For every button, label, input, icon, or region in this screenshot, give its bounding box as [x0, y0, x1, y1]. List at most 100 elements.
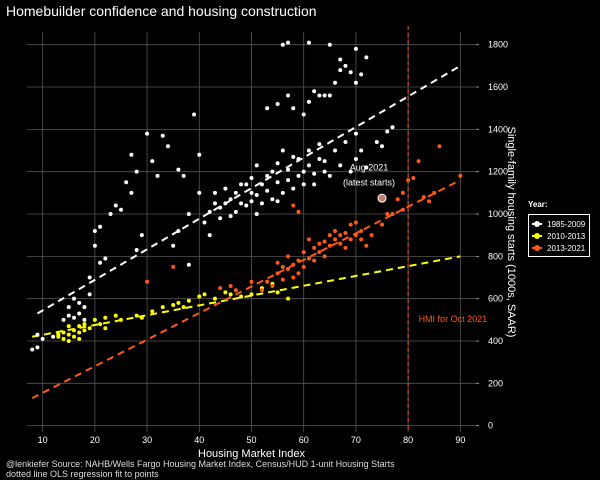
data-point: [155, 173, 160, 178]
data-point: [134, 169, 139, 174]
data-point: [359, 228, 364, 233]
data-point: [322, 239, 327, 244]
annotation-hmi-oct-2021: HMI for Oct 2021: [419, 314, 488, 324]
data-point: [317, 142, 322, 147]
x-tick-label: 50: [246, 435, 256, 445]
legend-key-icon: [532, 219, 542, 229]
data-point: [77, 330, 82, 335]
data-point: [254, 163, 259, 168]
data-point: [98, 322, 103, 327]
data-point: [291, 106, 296, 111]
grid: [27, 32, 476, 432]
data-point: [66, 313, 71, 318]
data-point: [359, 148, 364, 153]
data-point: [171, 243, 176, 248]
data-point: [186, 262, 191, 267]
data-point: [98, 224, 103, 229]
data-point: [286, 40, 291, 45]
data-point: [82, 305, 87, 310]
data-point: [280, 264, 285, 269]
data-point: [145, 131, 150, 136]
data-point: [296, 156, 301, 161]
data-point: [212, 201, 217, 206]
data-point: [322, 159, 327, 164]
data-point: [286, 178, 291, 183]
data-point: [207, 209, 212, 214]
legend-key-icon: [532, 231, 542, 241]
data-point: [207, 233, 212, 238]
data-point: [30, 347, 35, 352]
data-point: [61, 330, 66, 335]
data-point: [233, 288, 238, 293]
data-point: [82, 317, 87, 322]
regression-line-1985-2009: [36, 64, 461, 315]
data-point: [176, 300, 181, 305]
data-point: [301, 112, 306, 117]
data-point: [421, 195, 426, 200]
data-point: [249, 190, 254, 195]
annotation-aug-2021: Aug 2021: [350, 163, 389, 173]
x-tick-label: 20: [90, 435, 100, 445]
data-point: [233, 190, 238, 195]
data-point: [197, 152, 202, 157]
data-point: [317, 250, 322, 255]
data-point: [165, 144, 170, 149]
data-point: [333, 80, 338, 85]
data-point: [228, 292, 233, 297]
data-point: [87, 275, 92, 280]
data-point: [306, 148, 311, 153]
annotation-latest-starts: (latest starts): [343, 177, 395, 187]
data-point: [312, 171, 317, 176]
y-tick-label: 1800: [488, 40, 508, 50]
legend-item: 2010-2013: [532, 230, 585, 242]
data-point: [385, 129, 390, 134]
caption-source: @lenkiefer Source: NAHB/Wells Fargo Hous…: [6, 459, 395, 469]
data-point: [306, 256, 311, 261]
data-point: [259, 182, 264, 187]
data-point: [139, 233, 144, 238]
data-point: [301, 169, 306, 174]
x-tick-label: 10: [38, 435, 48, 445]
data-point: [338, 241, 343, 246]
data-point: [270, 197, 275, 202]
data-point: [280, 277, 285, 282]
data-point: [359, 72, 364, 77]
data-point: [322, 93, 327, 98]
y-tick-label: 600: [488, 294, 503, 304]
data-point: [286, 167, 291, 172]
y-tick-label: 1000: [488, 209, 508, 219]
data-point: [280, 42, 285, 47]
x-tick-label: 60: [299, 435, 309, 445]
data-point: [353, 131, 358, 136]
data-point: [338, 233, 343, 238]
data-point: [286, 93, 291, 98]
data-point: [327, 173, 332, 178]
data-point: [145, 279, 150, 284]
data-point: [181, 305, 186, 310]
data-point: [228, 214, 233, 219]
data-point: [327, 93, 332, 98]
data-point: [306, 99, 311, 104]
data-point: [249, 199, 254, 204]
legend-label: 1985-2009: [547, 219, 586, 229]
data-point: [71, 296, 76, 301]
data-point: [400, 190, 405, 195]
legend-label: 2010-2013: [547, 231, 586, 241]
data-point: [176, 228, 181, 233]
data-point: [171, 303, 176, 308]
data-point: [380, 222, 385, 227]
data-point: [432, 190, 437, 195]
data-point: [395, 197, 400, 202]
data-point: [327, 243, 332, 248]
data-point: [364, 55, 369, 60]
x-tick-label: 70: [351, 435, 361, 445]
data-point: [228, 197, 233, 202]
data-point: [118, 317, 123, 322]
data-point: [134, 313, 139, 318]
data-point: [458, 173, 463, 178]
y-tick-label: 1600: [488, 82, 508, 92]
data-point: [291, 154, 296, 159]
data-point: [192, 112, 197, 117]
data-point: [77, 311, 82, 316]
data-point: [312, 89, 317, 94]
